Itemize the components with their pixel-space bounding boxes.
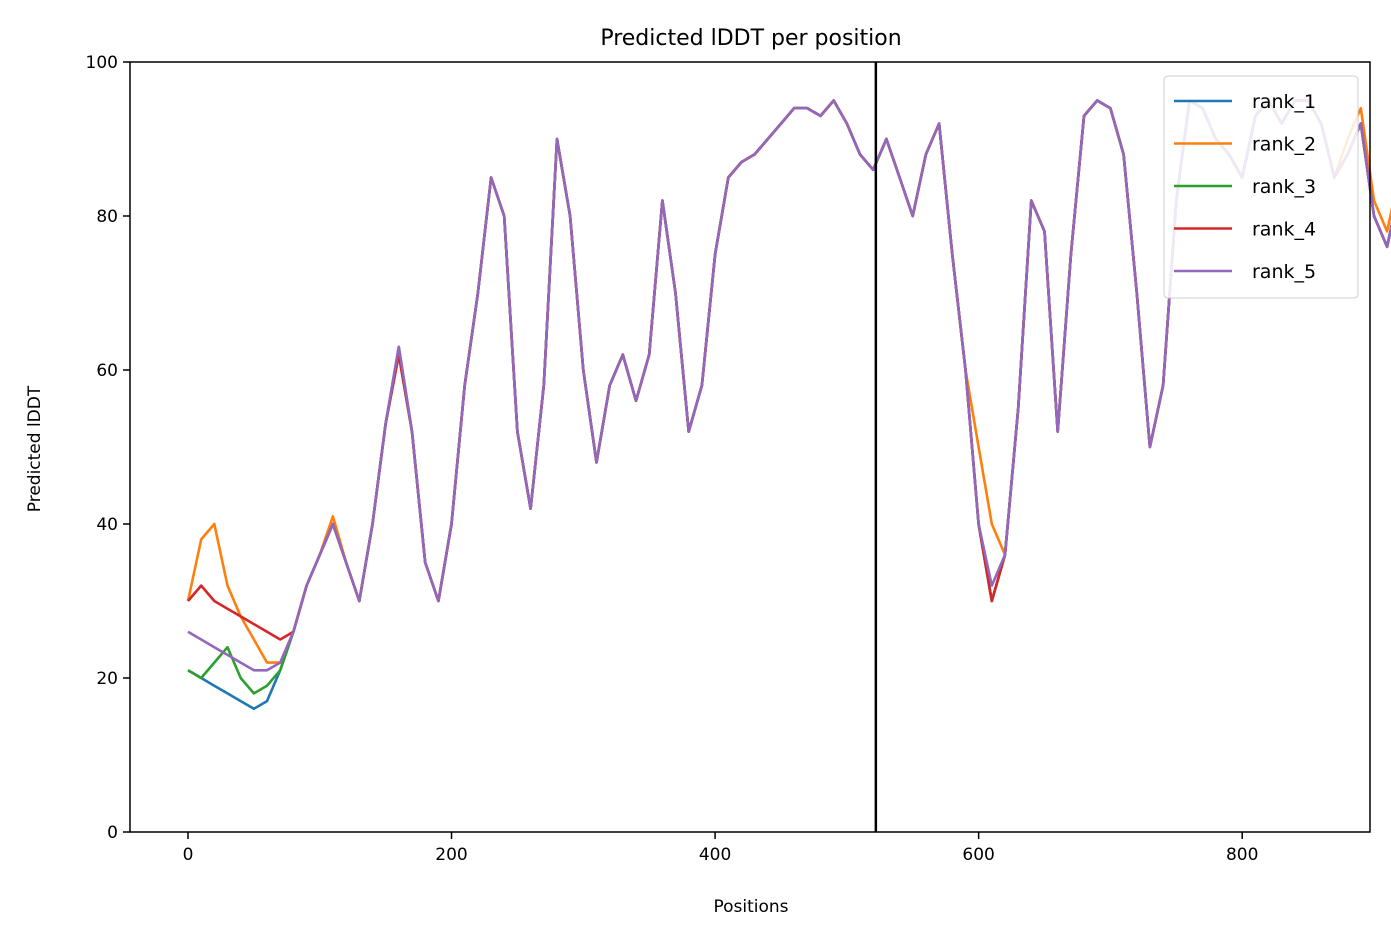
legend: rank_1 rank_2 rank_3 rank_4 rank_5 [1163,75,1359,299]
y-tick-label: 40 [96,515,118,535]
chart-title: Predicted lDDT per position [600,26,901,51]
legend-box [1163,75,1359,299]
x-tick-label: 600 [962,845,994,865]
y-tick-label: 0 [107,823,118,843]
legend-label: rank_3 [1252,176,1316,198]
y-tick-label: 80 [96,207,118,227]
y-tick-label: 60 [96,361,118,381]
y-axis-label: Predicted lDDT [25,385,45,512]
x-axis-label: Positions [713,897,788,917]
y-tick-label: 20 [96,669,118,689]
x-tick-label: 200 [435,845,467,865]
y-tick-label: 100 [86,53,118,73]
legend-label: rank_4 [1252,219,1316,241]
legend-label: rank_1 [1252,91,1316,113]
axis-ticks: 0 200 400 600 800 0 20 40 60 80 100 [86,53,1259,865]
legend-label: rank_5 [1252,261,1316,283]
plot-frame [129,61,1371,833]
x-tick-label: 0 [183,845,194,865]
x-tick-label: 800 [1226,845,1258,865]
x-tick-label: 400 [699,845,731,865]
legend-label: rank_2 [1252,134,1316,156]
series-line-rank-5 [187,99,1391,672]
series-layer [186,99,1391,711]
